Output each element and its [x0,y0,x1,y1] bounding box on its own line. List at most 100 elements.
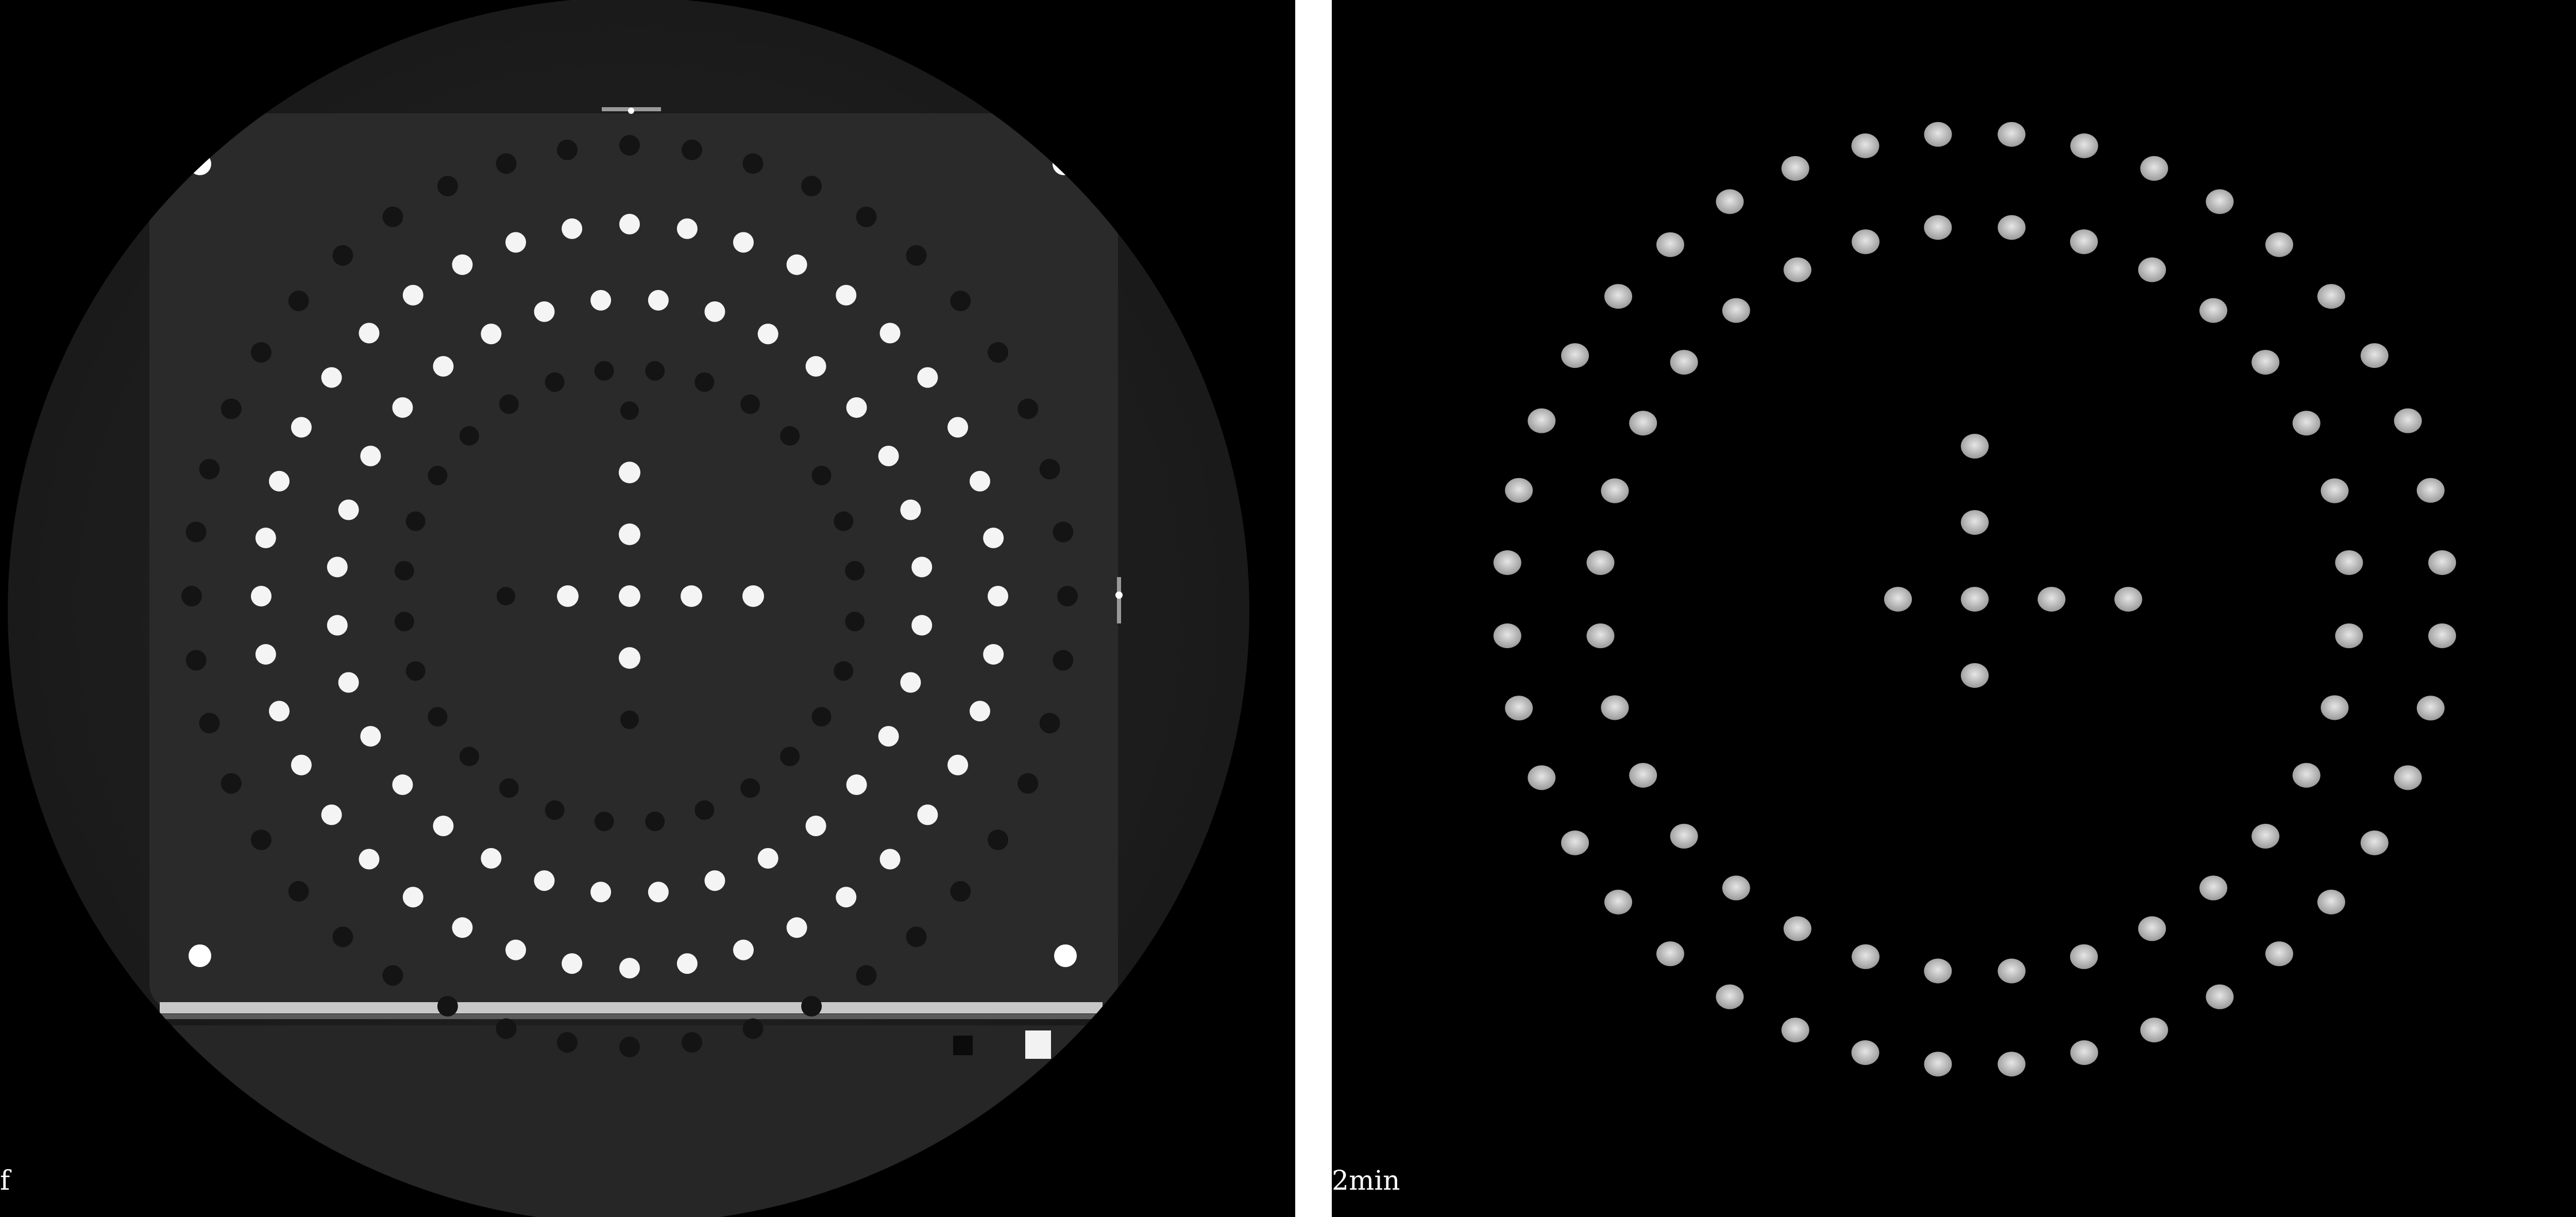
bright-marker-outer [983,644,1004,665]
bright-marker-inner [757,848,778,869]
bright-marker-inner [534,870,555,891]
reconstructed-marker-inner [1997,215,2026,240]
bright-marker-outer [505,232,527,253]
dark-hole-outer [988,830,1009,851]
reconstructed-marker-inner [2292,411,2320,436]
bright-marker-outer [359,849,380,870]
dark-hole-outer [801,176,822,197]
reconstructed-marker-outer [1997,1052,2026,1077]
reconstructed-marker-cross [1961,510,1989,535]
dark-hole-inner [645,812,665,832]
bright-marker-inner [338,499,359,520]
dark-hole-inner [740,778,760,798]
bright-marker-outer [983,528,1004,549]
dark-hole-outer [1018,773,1039,794]
reconstructed-marker-inner [1601,478,1629,503]
reconstructed-marker-outer [1781,156,1809,181]
reconstructed-marker-outer [2394,765,2422,790]
bright-marker-outer [452,917,473,938]
dark-hole-inner [845,612,865,632]
dark-hole-outer [221,398,242,419]
base-edge-shadow [160,1014,1103,1019]
reconstructed-marker-outer [1528,408,1556,433]
reconstructed-marker-outer [2416,478,2445,503]
bright-marker-cross [619,462,640,483]
reconstructed-marker-outer [2360,830,2388,855]
dark-hole-outer [1039,459,1060,480]
bright-marker-inner [590,290,612,311]
bright-marker-outer [562,218,583,239]
dark-hole-outer [950,881,971,902]
bright-marker-outer [255,644,276,665]
dark-hole-inner [594,812,614,832]
reconstructed-marker-outer [1604,889,1633,915]
bright-marker-inner [911,615,933,636]
dark-hole-inner [545,372,565,392]
dark-hole-outer [382,965,403,986]
reconstructed-marker-outer [2416,696,2445,721]
dark-hole-outer [742,1018,764,1039]
bright-marker-outer [676,953,698,974]
reconstructed-marker-inner [2070,944,2098,969]
bright-marker-cross [557,585,579,607]
bright-marker-inner [757,324,778,345]
bright-marker-outer [291,417,312,438]
base-block-bright [1025,1030,1051,1059]
dark-hole-inner [428,465,448,485]
bright-marker-outer [836,284,857,306]
dark-hole-inner [459,426,479,446]
reconstructed-marker-inner [1586,623,1615,649]
dark-hole-inner [780,426,800,446]
reconstructed-marker-cross [1961,587,1989,612]
reconstructed-marker-cross [2114,587,2142,612]
bright-marker-inner [805,816,826,837]
reconstructed-marker-inner [1997,958,2026,984]
reconstructed-marker-outer [2317,889,2345,915]
reconstructed-marker-inner [1783,916,1811,941]
reconstructed-marker-outer [1505,478,1533,503]
dark-hole-outer [557,1032,578,1053]
bright-marker-inner [648,290,669,311]
reconstructed-marker-outer [2394,408,2422,433]
corner-marker [189,944,211,967]
reconstructed-marker-outer [2428,550,2456,575]
bright-marker-outer [402,284,423,306]
bright-marker-outer [321,367,342,388]
dark-hole-outer [1053,650,1074,671]
bright-marker-outer [917,804,938,825]
bright-marker-cross [619,647,640,669]
dark-hole-outer [288,290,309,311]
dark-hole-inner [694,372,715,392]
dark-hole-outer [856,965,877,986]
bright-marker-inner [704,301,725,322]
reconstructed-marker-inner [2251,350,2280,375]
side-marker-bar [1117,577,1121,623]
bright-marker-outer [268,470,290,492]
side-marker-dot [1115,591,1123,599]
dark-hole-outer [199,459,220,480]
dark-hole-outer [437,995,458,1017]
reconstructed-marker-outer [1656,232,1685,257]
right-panel-caption: 2min [1332,1165,1400,1196]
dark-hole-inner [428,707,448,727]
bright-marker-inner [433,356,454,377]
dark-hole-inner [845,561,865,581]
bright-marker-inner [900,499,921,520]
top-marker-dot [628,108,634,114]
dark-hole-outer [801,995,822,1017]
dark-hole-outer [906,926,927,948]
reconstructed-marker-inner [1629,763,1657,788]
bright-marker-outer [619,214,640,234]
bright-marker-outer [988,586,1008,606]
base-edge-line [160,1002,1103,1013]
dark-hole-outer [185,521,207,543]
reconstructed-marker-inner [1722,298,1750,323]
reconstructed-marker-outer [1561,343,1589,368]
reconstructed-marker-outer [1781,1018,1809,1043]
reconstructed-marker-outer [1851,1040,1879,1065]
dark-hole-outer [906,245,927,266]
bright-marker-inner [392,397,413,418]
reconstructed-marker-outer [2265,941,2293,967]
right-background [1332,0,2576,1217]
corner-marker [1054,944,1077,967]
